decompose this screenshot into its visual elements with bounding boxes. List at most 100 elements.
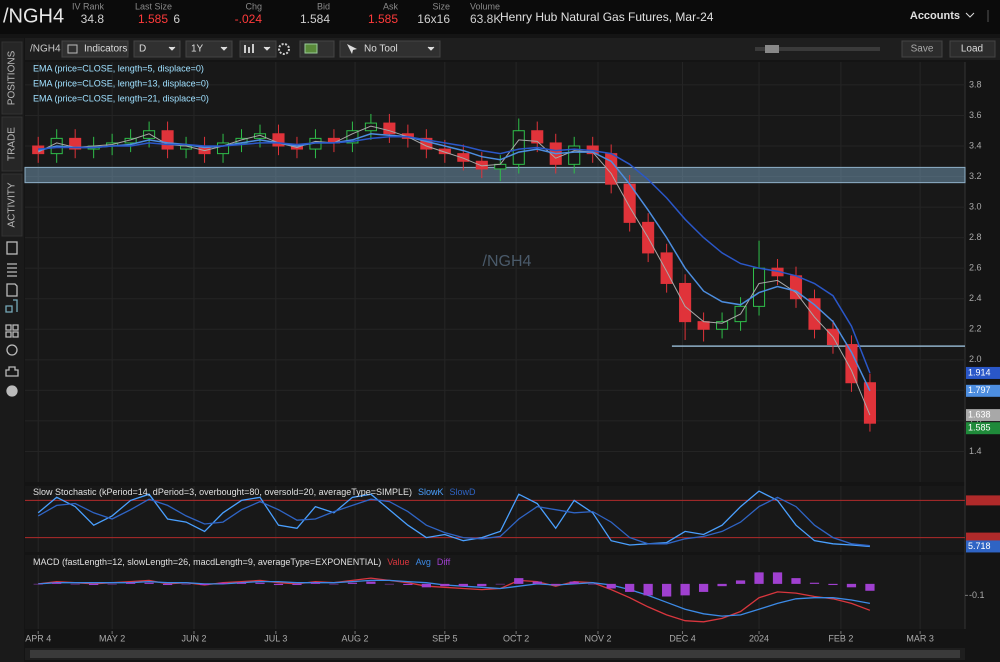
sidebar-icon[interactable] [6,385,18,397]
sidebar-icon[interactable] [5,299,18,313]
candle-body [216,142,230,155]
candle-body [679,282,692,323]
last-value-label: 1.914 [968,367,991,377]
legend-entry: EMA (price=CLOSE, length=21, displace=0) [33,93,209,103]
histogram-bar [255,582,265,584]
legend-entry: Diff [437,557,451,567]
field-value: 63.8K [470,12,501,26]
legend-entry: SlowK [418,487,444,497]
histogram-bar [329,583,339,585]
last-value-box [966,540,1000,553]
histogram-bar [181,583,191,585]
sidebar-tab-label: TRADE [7,127,18,161]
histogram-bar [310,582,321,584]
histogram-bar [236,582,247,584]
ema-line [38,133,871,392]
last-value-box [966,409,1000,422]
x-tick-label: NOV 2 [584,633,611,643]
y-tick-label: 3.0 [969,201,982,211]
header-bar [0,0,1000,34]
candle-body [438,148,451,155]
y-tick-label: 3.4 [969,140,982,150]
header-description: Henry Hub Natural Gas Futures, Mar-24 [500,10,714,24]
field-label: Ask [383,1,399,11]
period-dropdown[interactable] [185,40,233,58]
tool-dropdown[interactable] [339,40,441,58]
sidebar-tab-label: POSITIONS [7,50,18,105]
x-tick-label: APR 4 [25,633,51,643]
histogram-bar [680,583,690,596]
sidebar-icon[interactable] [5,366,19,377]
caret [263,46,271,51]
candle-body [568,145,581,165]
histogram-bar [643,583,653,596]
candle-body [531,130,544,144]
study-title-text: MACD (fastLength=12, slowLength=26, macd… [33,557,381,567]
sidebar-icon[interactable] [6,283,18,297]
histogram-bar [846,583,857,588]
aggregation-dropdown[interactable] [133,40,181,58]
toolbar-symbol: /NGH4 [30,44,61,55]
sidebar-tab[interactable] [1,116,23,172]
ema-line [38,136,871,374]
histogram-bar [477,583,487,587]
price-pane [25,62,965,482]
field-value: 34.8 [81,12,105,26]
scrollbar-thumb[interactable] [30,650,960,658]
sidebar-tab[interactable] [1,173,23,237]
histogram-bar [162,583,173,586]
legend-entry: EMA (price=CLOSE, length=5, displace=0) [33,63,204,73]
sidebar-tab[interactable] [1,41,23,115]
candle-body [697,321,710,330]
sidebar-icon[interactable] [5,324,19,338]
field-label: IV Rank [72,1,105,11]
settings-icon[interactable] [278,43,290,55]
save-button[interactable] [901,40,943,58]
macd-pane [25,555,965,629]
field-value: -.024 [235,12,263,26]
candle-body [364,122,377,132]
indicator-line [37,496,870,547]
histogram-bar [125,582,136,584]
header-symbol: /NGH4 [3,5,64,27]
cursor-icon [347,44,357,54]
histogram-bar [772,572,783,584]
histogram-bar [791,578,801,584]
indicators-button[interactable] [61,40,129,58]
zoom-track[interactable] [755,47,880,51]
histogram-bar [403,583,413,586]
x-tick-label: 2024 [749,633,769,643]
sidebar-icon[interactable] [6,241,18,255]
x-tick-label: JUN 2 [181,633,206,643]
x-tick-label: MAY 2 [99,633,125,643]
sidebar-icon[interactable] [6,344,18,356]
level-box [966,495,1000,506]
period-label: 1Y [191,44,204,55]
indicators-label: Indicators [84,44,127,55]
study-title: Slow Stochastic (kPeriod=14, dPeriod=3, … [33,487,476,497]
candle-body [161,130,174,150]
y-tick-label: 2.8 [969,232,982,242]
accounts-menu[interactable]: Accounts [910,10,960,22]
sidebar-icon[interactable] [7,263,17,277]
zoom-handle[interactable] [765,45,779,53]
legend-entry: SlowD [450,487,477,497]
candle-body [383,122,396,135]
histogram-bar [551,583,561,586]
histogram-bar [107,583,117,585]
candle-body [753,267,766,307]
histogram-bar [735,580,746,584]
tool-label: No Tool [364,44,398,55]
load-button[interactable] [949,40,996,58]
histogram-bar [698,583,709,592]
histogram-bar [495,583,505,585]
drawings-icon [304,43,318,54]
y-tick-label: -0.1 [969,590,985,600]
aggregation-label: D [139,44,146,55]
histogram-bar [809,582,820,584]
indicator-line [37,490,870,548]
last-value-label: 1.638 [968,409,991,419]
histogram-bar [89,583,99,586]
